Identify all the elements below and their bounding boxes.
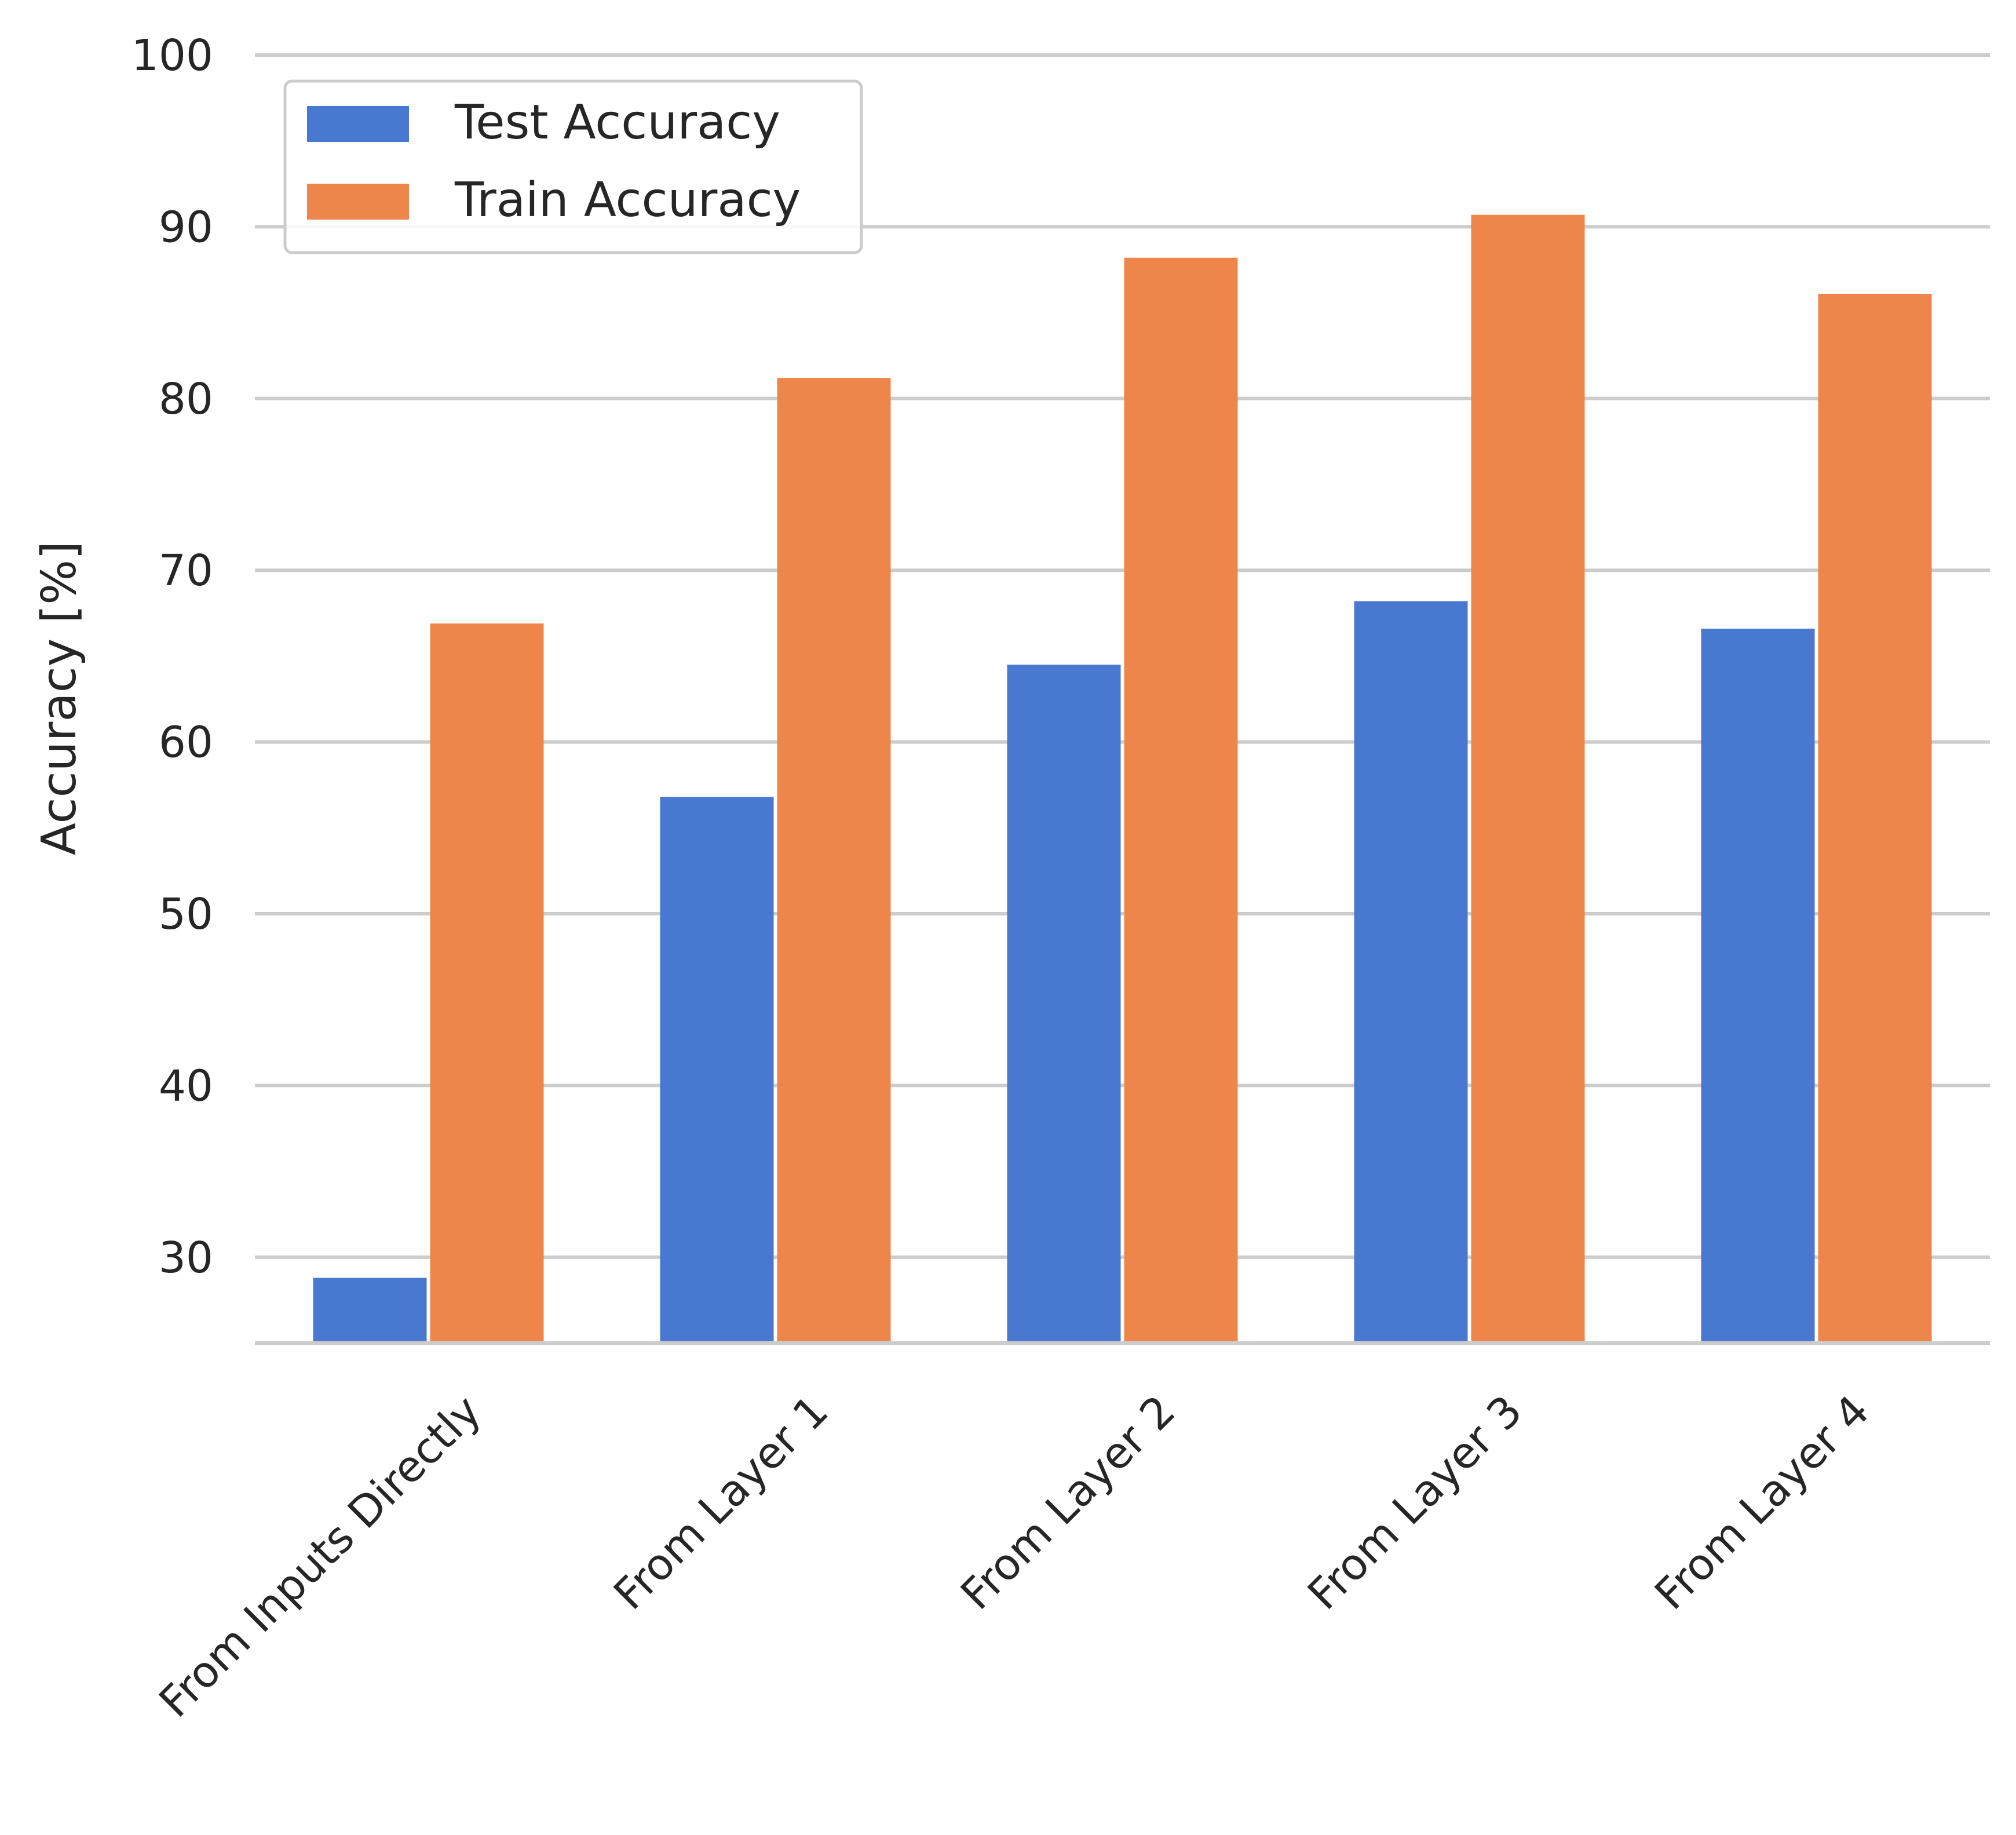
x-tick-label: From Layer 1 xyxy=(604,1386,838,1619)
bar-train-accuracy xyxy=(1818,293,1932,1344)
bar-train-accuracy xyxy=(777,378,891,1344)
legend-swatch xyxy=(307,106,409,142)
x-tick-labels: From Inputs Directly From Layer 1 From Lay… xyxy=(150,1386,1879,1727)
x-tick-label: From Layer 2 xyxy=(951,1386,1185,1619)
y-tick-label: 60 xyxy=(159,718,213,768)
legend-label: Train Accuracy xyxy=(454,173,801,228)
bar-train-accuracy xyxy=(1471,214,1585,1344)
y-axis-label: Accuracy [%] xyxy=(32,541,87,855)
x-tick-label: From Layer 4 xyxy=(1645,1386,1879,1619)
y-tick-label: 70 xyxy=(159,546,213,596)
bar-train-accuracy xyxy=(1124,257,1238,1344)
y-tick-label: 80 xyxy=(159,374,213,424)
legend-swatch xyxy=(307,184,409,220)
x-tick-label: From Layer 3 xyxy=(1298,1386,1532,1619)
bar-train-accuracy xyxy=(430,623,544,1343)
y-tick-labels: 30 40 50 60 70 80 90 100 xyxy=(132,31,213,1283)
legend-frame xyxy=(283,79,863,254)
y-tick-label: 40 xyxy=(159,1061,213,1111)
y-tick-label: 30 xyxy=(159,1233,213,1283)
bar-test-accuracy xyxy=(313,1278,427,1343)
legend: Test Accuracy Train Accuracy xyxy=(283,79,863,254)
bar-test-accuracy xyxy=(660,797,774,1343)
legend-label: Test Accuracy xyxy=(454,95,780,150)
y-tick-label: 90 xyxy=(159,202,213,252)
bars xyxy=(313,214,1932,1344)
y-tick-label: 100 xyxy=(132,31,213,81)
x-tick-label: From Inputs Directly xyxy=(150,1386,491,1727)
bar-test-accuracy xyxy=(1354,601,1468,1343)
bar-test-accuracy xyxy=(1007,665,1121,1343)
bar-test-accuracy xyxy=(1701,628,1815,1343)
y-tick-label: 50 xyxy=(159,889,213,939)
